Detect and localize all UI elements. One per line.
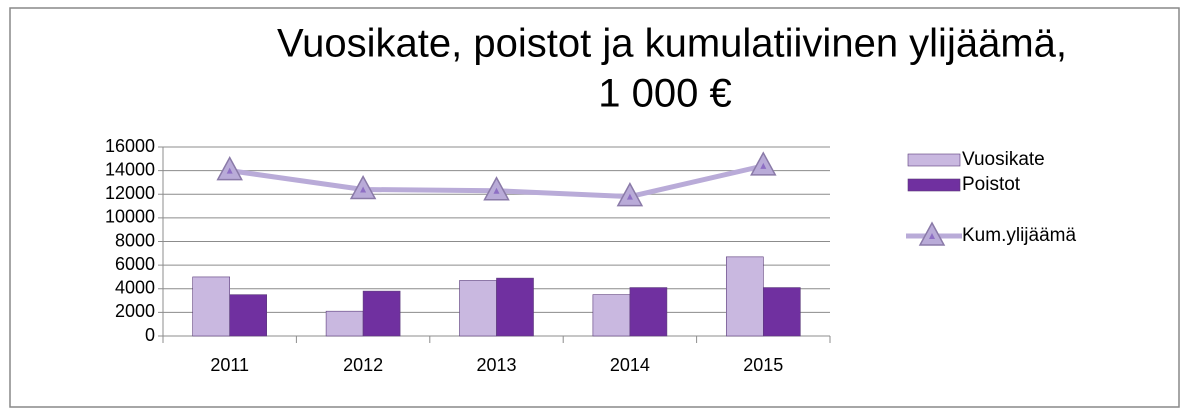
marker-dot [360,186,367,193]
bar [325,310,364,337]
bar [362,290,401,337]
y-tick-label: 16000 [105,136,155,156]
x-tick-label: 2013 [476,355,516,375]
marker-dot [626,193,633,200]
y-tick-label: 2000 [115,301,155,321]
bar [725,256,764,337]
bar [762,287,801,337]
bar [496,277,534,337]
x-tick-label: 2011 [210,355,249,375]
y-tick-label: 8000 [115,230,155,250]
y-tick-label: 0 [145,325,155,345]
legend-label: Vuosikate [962,149,1045,170]
marker-dot [493,187,500,194]
chart-title: Vuosikate, poistot ja kumulatiivinen yli… [277,22,1067,66]
chart-title: 1 000 € [598,72,731,116]
marker-dot [226,167,233,174]
x-tick-label: 2015 [743,355,783,375]
chart-frame [9,7,1180,408]
legend-label: Kum.ylijäämä [962,225,1076,246]
y-tick-label: 10000 [105,207,155,227]
marker-dot [760,162,767,169]
legend-label: Poistot [962,174,1021,195]
x-tick-label: 2014 [610,355,650,375]
y-tick-label: 14000 [105,159,155,179]
bar [229,294,267,337]
bar [592,294,631,337]
marker-dot [929,233,935,239]
bar [629,287,668,337]
bar [459,280,497,337]
legend-swatch [907,153,961,167]
y-tick-label: 12000 [105,183,155,203]
x-tick-label: 2012 [343,355,383,375]
y-tick-label: 4000 [115,278,155,298]
legend-swatch [907,178,961,192]
bar [192,276,230,337]
y-tick-label: 6000 [115,254,155,274]
